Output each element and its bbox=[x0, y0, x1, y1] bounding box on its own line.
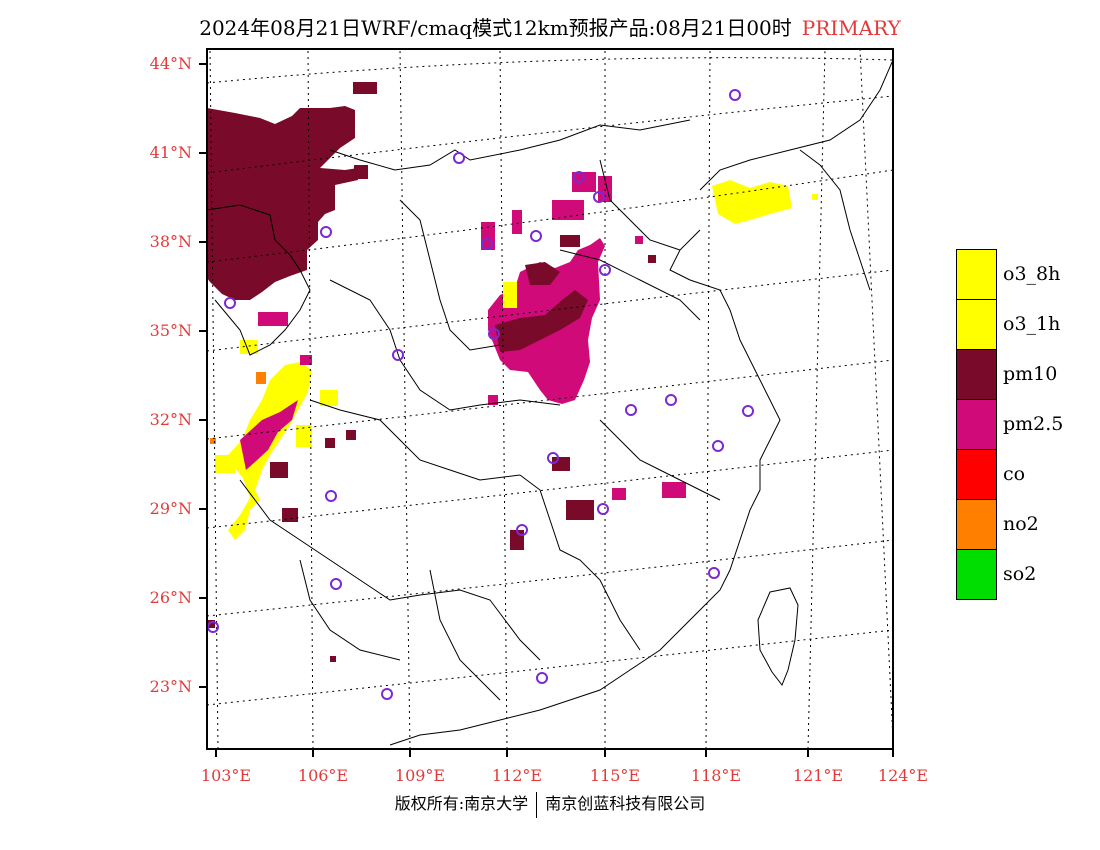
footer-separator bbox=[536, 791, 538, 818]
lon-label: 115°E bbox=[589, 766, 641, 785]
lat-label: 32°N bbox=[149, 410, 192, 429]
map-title: 2024年08月21日WRF/cmaq模式12km预报产品:08月21日00时 P… bbox=[0, 12, 1100, 41]
legend-item-no2: no2 bbox=[956, 499, 1076, 550]
title-tag: PRIMARY bbox=[801, 16, 901, 40]
lat-label: 26°N bbox=[149, 588, 192, 607]
station-markers bbox=[207, 89, 754, 700]
legend-swatch bbox=[956, 399, 997, 450]
legend: o3_8h o3_1h pm10 pm2.5 co no2 so2 bbox=[956, 249, 1076, 600]
legend-swatch bbox=[956, 249, 997, 300]
legend-swatch bbox=[956, 349, 997, 400]
lon-label: 121°E bbox=[792, 766, 844, 785]
map-content bbox=[207, 49, 893, 749]
coastline bbox=[389, 59, 893, 746]
legend-item-pm10: pm10 bbox=[956, 349, 1076, 400]
legend-swatch bbox=[956, 549, 997, 600]
lat-label: 23°N bbox=[149, 677, 192, 696]
title-text: 2024年08月21日WRF/cmaq模式12km预报产品:08月21日00时 bbox=[199, 16, 792, 40]
pm-region-west-scatter bbox=[207, 312, 356, 662]
lat-label: 35°N bbox=[149, 321, 192, 340]
pm10-region-northwest bbox=[207, 82, 377, 300]
lon-label: 112°E bbox=[491, 766, 543, 785]
legend-label: co bbox=[1003, 463, 1026, 485]
copyright-right: 南京创蓝科技有限公司 bbox=[545, 794, 706, 813]
legend-label: pm10 bbox=[1003, 363, 1058, 385]
lat-label: 38°N bbox=[149, 232, 192, 251]
legend-swatch bbox=[956, 299, 997, 350]
legend-swatch bbox=[956, 449, 997, 500]
graticule bbox=[207, 49, 893, 749]
tick-marks bbox=[199, 63, 894, 757]
legend-item-o3-8h: o3_8h bbox=[956, 249, 1076, 300]
legend-swatch bbox=[956, 499, 997, 550]
legend-item-pm2.5: pm2.5 bbox=[956, 399, 1076, 450]
lon-label: 103°E bbox=[200, 766, 252, 785]
lon-label: 124°E bbox=[877, 766, 929, 785]
lon-label: 109°E bbox=[394, 766, 446, 785]
legend-label: so2 bbox=[1003, 563, 1037, 585]
lon-label: 118°E bbox=[690, 766, 742, 785]
boundaries bbox=[207, 119, 721, 701]
legend-item-o3-1h: o3_1h bbox=[956, 299, 1076, 350]
legend-item-co: co bbox=[956, 449, 1076, 500]
legend-label: o3_1h bbox=[1003, 313, 1061, 335]
lat-label: 41°N bbox=[149, 143, 192, 162]
copyright-left: 版权所有:南京大学 bbox=[394, 794, 529, 813]
legend-label: pm2.5 bbox=[1003, 413, 1064, 435]
lat-label: 44°N bbox=[149, 54, 192, 73]
legend-label: o3_8h bbox=[1003, 263, 1061, 285]
legend-item-so2: so2 bbox=[956, 549, 1076, 600]
legend-label: no2 bbox=[1003, 513, 1039, 535]
copyright-footer: 版权所有:南京大学 南京创蓝科技有限公司 bbox=[0, 790, 1100, 818]
lat-label: 29°N bbox=[149, 499, 192, 518]
map-frame bbox=[206, 48, 894, 750]
lon-label: 106°E bbox=[297, 766, 349, 785]
